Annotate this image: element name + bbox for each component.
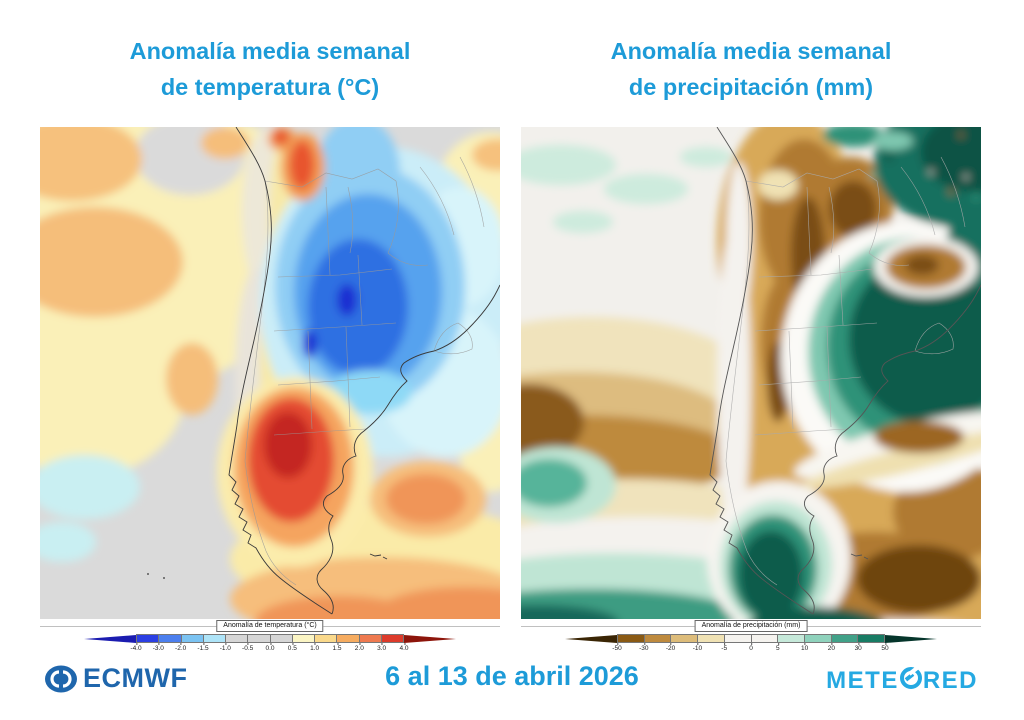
temperature-colorbar: Anomalía de temperatura (°C) -4.0 -3.0 -2.… bbox=[40, 620, 500, 654]
temperature-panel-title: Anomalía media semanal de temperatura (°… bbox=[40, 33, 500, 106]
colorbar-tick-label: -10 bbox=[692, 643, 703, 652]
colorbar-segment bbox=[724, 635, 752, 642]
colorbar-tick-label: 10 bbox=[800, 643, 809, 652]
precipitation-title-line2: de precipitación (mm) bbox=[628, 74, 874, 101]
colorbar-segment bbox=[778, 635, 805, 642]
colorbar-tick-label: 20 bbox=[827, 643, 836, 652]
colorbar-tick-label: -20 bbox=[665, 643, 676, 652]
colorbar-tick-label: 50 bbox=[881, 643, 889, 652]
colorbar-segment bbox=[804, 635, 832, 642]
colorbar-tick-label: 3.0 bbox=[377, 643, 387, 652]
colorbar-header: Anomalía de precipitación (mm) bbox=[521, 620, 981, 633]
colorbar-tick-labels: -4.0 -3.0 -2.0 -1.5 -1.0 -0.5 0.0 0.5 1.0 1.5 2.0 3… bbox=[84, 643, 456, 654]
colorbar-segment bbox=[292, 635, 315, 642]
precipitation-map-artwork bbox=[521, 127, 981, 619]
meteored-o-icon bbox=[899, 667, 922, 689]
colorbar-tick-label: 1.0 bbox=[310, 643, 320, 652]
colorbar-header: Anomalía de temperatura (°C) bbox=[40, 620, 500, 633]
colorbar-tick-label: -2.0 bbox=[175, 643, 187, 652]
colorbar-left-arrow bbox=[84, 634, 136, 643]
colorbar-tick-label: -0.5 bbox=[242, 643, 254, 652]
forecast-date-range: 6 al 13 de abril 2026 bbox=[385, 661, 639, 691]
temperature-colorbar-title: Anomalía de temperatura (°C) bbox=[216, 620, 324, 632]
colorbar-segment bbox=[203, 635, 226, 642]
temperature-title-line2: de temperatura (°C) bbox=[160, 74, 380, 101]
colorbar-tick-label: 4.0 bbox=[399, 643, 409, 652]
colorbar-segment bbox=[831, 635, 859, 642]
colorbar-segment bbox=[181, 635, 204, 642]
footer: ECMWF 6 al 13 de abril 2026 METE RED bbox=[0, 652, 1024, 712]
colorbar-segment bbox=[270, 635, 293, 642]
colorbar-segment bbox=[159, 635, 182, 642]
colorbar-segment bbox=[248, 635, 271, 642]
colorbar-tick-label: -1.5 bbox=[197, 643, 209, 652]
precipitation-colorbar-bar bbox=[565, 634, 937, 643]
colorbar-tick-label: -1.0 bbox=[219, 643, 231, 652]
colorbar-tick-labels: -50 -30 -20 -10 -5 0 5 10 20 30 50 bbox=[565, 643, 937, 654]
colorbar-segment bbox=[618, 635, 645, 642]
colorbar-left-arrow bbox=[565, 634, 617, 643]
ecmwf-label: ECMWF bbox=[83, 663, 188, 693]
colorbar-segment bbox=[671, 635, 699, 642]
colorbar-tick-label: 5 bbox=[775, 643, 780, 652]
meteored-label-prefix: METE bbox=[826, 667, 899, 694]
colorbar-tick-label: -30 bbox=[639, 643, 649, 652]
ecmwf-logo: ECMWF bbox=[44, 663, 187, 694]
colorbar-tick-label: -3.0 bbox=[152, 643, 164, 652]
colorbar-segment bbox=[751, 635, 779, 642]
colorbar-tick-label: 0 bbox=[749, 643, 753, 652]
temperature-title-line1: Anomalía media semanal bbox=[129, 38, 411, 64]
precipitation-title-line1: Anomalía media semanal bbox=[610, 38, 892, 64]
meteored-label-suffix: RED bbox=[922, 667, 978, 694]
precipitation-colorbar: Anomalía de precipitación (mm) -50 -30 -20… bbox=[521, 620, 981, 654]
colorbar-segments bbox=[617, 634, 885, 643]
temperature-anomaly-map bbox=[40, 127, 500, 619]
meteored-logo: METE RED bbox=[826, 666, 978, 695]
colorbar-segment bbox=[137, 635, 160, 642]
colorbar-tick-label: 2.0 bbox=[354, 643, 364, 652]
colorbar-segments bbox=[136, 634, 404, 643]
colorbar-segment bbox=[381, 635, 403, 642]
colorbar-segment bbox=[315, 635, 338, 642]
colorbar-right-arrow bbox=[404, 634, 456, 643]
precipitation-anomaly-map bbox=[521, 127, 981, 619]
colorbar-segment bbox=[858, 635, 885, 642]
ecmwf-globe-icon bbox=[45, 665, 77, 692]
precipitation-panel-title: Anomalía media semanal de precipitación … bbox=[521, 33, 981, 106]
colorbar-tick-label: 30 bbox=[854, 643, 862, 652]
colorbar-segment bbox=[698, 635, 725, 642]
temperature-colorbar-bar bbox=[84, 634, 456, 643]
colorbar-segment bbox=[226, 635, 249, 642]
precipitation-colorbar-title: Anomalía de precipitación (mm) bbox=[694, 620, 808, 632]
colorbar-tick-label: -5 bbox=[721, 643, 728, 652]
colorbar-segment bbox=[337, 635, 360, 642]
colorbar-segment bbox=[359, 635, 382, 642]
colorbar-tick-label: 0.5 bbox=[287, 643, 297, 652]
colorbar-tick-label: -4.0 bbox=[130, 643, 142, 652]
colorbar-tick-label: 1.5 bbox=[332, 643, 342, 652]
colorbar-right-arrow bbox=[885, 634, 937, 643]
colorbar-tick-label: -50 bbox=[612, 643, 622, 652]
colorbar-tick-label: 0.0 bbox=[265, 643, 275, 652]
temperature-map-artwork bbox=[40, 127, 500, 619]
colorbar-segment bbox=[644, 635, 672, 642]
